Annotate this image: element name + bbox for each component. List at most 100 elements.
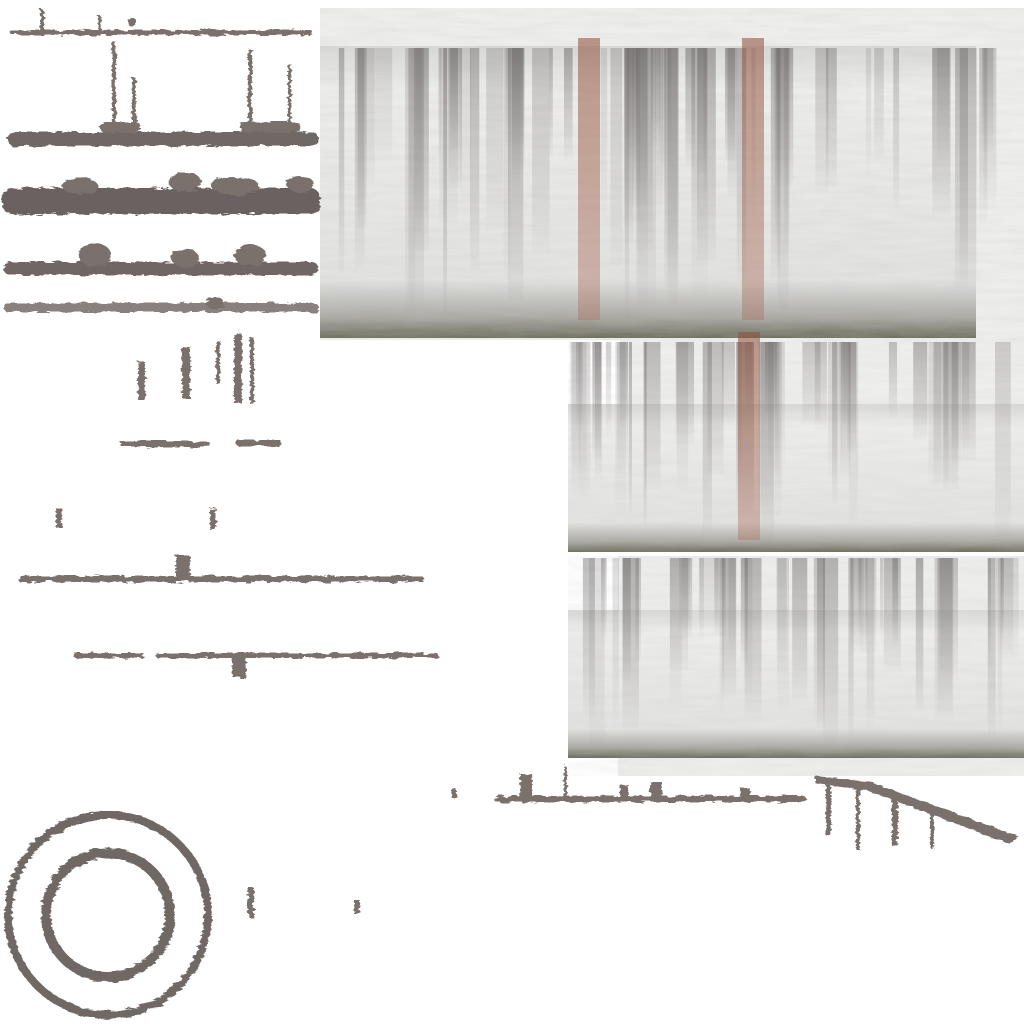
stain-streak <box>503 48 511 280</box>
stain-streak <box>939 558 958 677</box>
stain-streak <box>661 48 666 196</box>
stain-streak <box>745 558 753 701</box>
grime-strip-thin <box>10 10 312 37</box>
stain-streak <box>532 48 550 254</box>
grime-rings <box>4 811 212 1019</box>
stain-streak <box>438 48 442 161</box>
long-grime-strip <box>18 556 424 582</box>
stain-streak <box>951 342 962 465</box>
stain-streak <box>624 48 630 322</box>
stain-streak <box>459 48 472 203</box>
stain-streak <box>375 48 393 161</box>
stain-streak <box>802 342 821 426</box>
stain-streak <box>699 558 719 628</box>
stain-streak <box>874 48 884 161</box>
grime-strip-fine <box>4 297 318 312</box>
stain-streak <box>955 48 968 289</box>
stain-streak <box>988 558 991 666</box>
stain-streak <box>655 48 663 218</box>
stain-streak <box>714 558 726 636</box>
stain-streak <box>848 342 859 525</box>
small-drips-bottom <box>248 788 456 918</box>
stain-streak <box>774 342 782 517</box>
stain-streak <box>728 558 736 657</box>
grime-strip-split <box>74 653 438 678</box>
stain-streak <box>758 342 773 515</box>
stain-streak <box>549 48 553 157</box>
stain-streak <box>628 342 632 513</box>
stain-streak <box>999 558 1019 660</box>
stain-streak <box>470 48 480 270</box>
stain-streak <box>670 558 689 671</box>
stain-streak <box>612 558 619 727</box>
stain-streak <box>622 558 631 681</box>
stain-streak <box>589 558 605 751</box>
stain-streak <box>610 48 623 267</box>
stain-streak <box>600 48 608 216</box>
rust-streak <box>738 332 760 540</box>
stain-streak <box>675 342 694 446</box>
stain-streak <box>698 558 704 641</box>
stain-streak <box>721 342 735 426</box>
stain-streak <box>740 558 748 666</box>
drip-cluster <box>138 334 254 404</box>
stain-streak <box>512 48 525 170</box>
stain-streak <box>366 48 375 187</box>
stain-streak <box>615 342 626 514</box>
stain-streak <box>736 48 747 283</box>
stain-streak <box>685 48 696 167</box>
stain-streak <box>883 558 901 671</box>
stain-streak <box>697 48 716 261</box>
stain-streak <box>338 48 345 274</box>
stain-streak <box>915 558 924 710</box>
stain-streak <box>595 342 603 480</box>
stain-streak <box>888 342 897 418</box>
stained-concrete-wall-mid <box>568 332 1024 552</box>
stain-streak <box>357 48 367 230</box>
stain-streak <box>644 342 661 490</box>
rust-streak <box>578 38 600 320</box>
grime-strip-mossy <box>4 243 318 275</box>
stained-concrete-wall-low <box>568 556 1024 776</box>
stain-streak <box>893 48 900 208</box>
stain-streak <box>995 342 1011 537</box>
stain-streak <box>865 48 872 175</box>
stain-streak <box>777 558 789 712</box>
stain-streak <box>564 48 573 160</box>
stain-streak <box>486 48 504 231</box>
stain-streak <box>825 48 837 187</box>
stain-streak <box>983 48 997 206</box>
diagonal-drip-strip <box>816 776 1018 850</box>
grime-strip-heavy <box>2 172 320 214</box>
grime-dashes <box>120 440 282 447</box>
stain-streak <box>840 342 851 475</box>
stain-streak <box>880 558 884 643</box>
stain-streak <box>702 342 712 534</box>
stain-streak <box>813 558 825 723</box>
stain-streak <box>571 342 591 496</box>
stain-streak <box>601 558 607 638</box>
stain-streak <box>725 48 736 162</box>
stain-streak <box>635 48 648 308</box>
stain-streak <box>832 342 838 504</box>
stain-streak <box>987 558 996 738</box>
stain-streak <box>859 558 877 654</box>
stain-streak <box>815 48 829 194</box>
stain-streak <box>961 342 976 461</box>
drip-dots <box>56 508 216 530</box>
stain-streak <box>913 342 928 441</box>
rust-streak <box>742 38 764 320</box>
stain-streak <box>932 48 951 215</box>
stain-streak <box>777 48 789 310</box>
stain-streak <box>691 48 699 208</box>
stain-streak <box>414 48 429 252</box>
stain-streak <box>448 48 462 188</box>
stain-streak <box>667 48 678 305</box>
stain-streak <box>792 558 808 700</box>
grime-strip-right <box>494 766 806 802</box>
grime-strip-with-drips <box>8 42 318 146</box>
stain-streak <box>775 48 781 268</box>
stain-streak <box>892 558 898 643</box>
stain-streak <box>605 342 612 433</box>
